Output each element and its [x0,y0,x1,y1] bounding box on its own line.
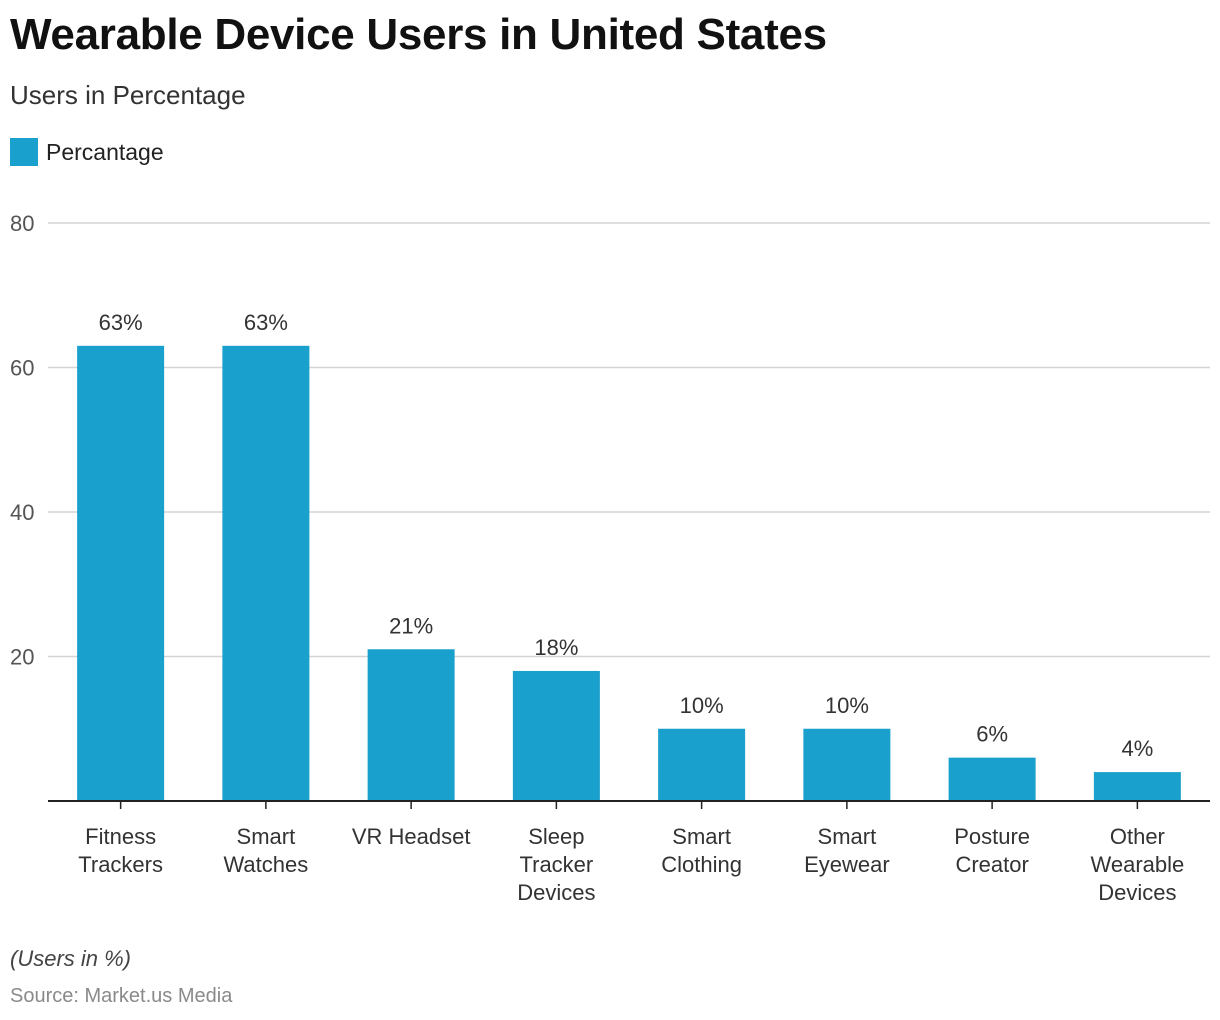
data-label: 63% [99,310,143,335]
x-tick-label: Smart [237,824,296,849]
y-tick-label: 60 [10,356,34,381]
data-label: 21% [389,613,433,638]
bar [1093,772,1181,801]
bar [948,757,1036,801]
x-tick-label: Other [1110,824,1165,849]
y-tick-label: 20 [10,645,34,670]
x-tick-label: Devices [1098,880,1176,905]
x-tick-label: Smart [818,824,877,849]
x-tick-label: Watches [223,852,308,877]
bar [77,345,165,801]
x-tick-label: Clothing [661,852,742,877]
x-tick-label: Posture [954,824,1030,849]
data-label: 63% [244,310,288,335]
bar [367,649,455,801]
bar [222,345,310,801]
x-tick-label: Eyewear [804,852,890,877]
x-tick-label: Devices [517,880,595,905]
bar [803,728,891,801]
data-label: 4% [1121,736,1153,761]
chart-title: Wearable Device Users in United States [10,10,827,59]
data-label: 18% [534,635,578,660]
legend-swatch [10,138,38,166]
legend: Percantage [10,137,164,167]
chart-subtitle: Users in Percentage [10,80,246,110]
data-label: 6% [976,722,1008,747]
y-tick-label: 80 [10,211,34,236]
y-tick-label: 40 [10,500,34,525]
bar [658,728,746,801]
x-tick-label: Tracker [520,852,594,877]
x-tick-label: Wearable [1090,852,1184,877]
legend-label: Percantage [46,138,164,165]
x-tick-label: Creator [955,852,1028,877]
x-tick-label: VR Headset [352,824,471,849]
data-label: 10% [825,693,869,718]
x-tick-label: Sleep [528,824,584,849]
x-tick-label: Trackers [78,852,163,877]
bar [512,670,600,801]
x-tick-label: Smart [672,824,731,849]
data-label: 10% [680,693,724,718]
chart-note: (Users in %) [10,946,132,971]
source-credit: Source: Market.us Media [10,985,233,1007]
x-tick-label: Fitness [85,824,156,849]
